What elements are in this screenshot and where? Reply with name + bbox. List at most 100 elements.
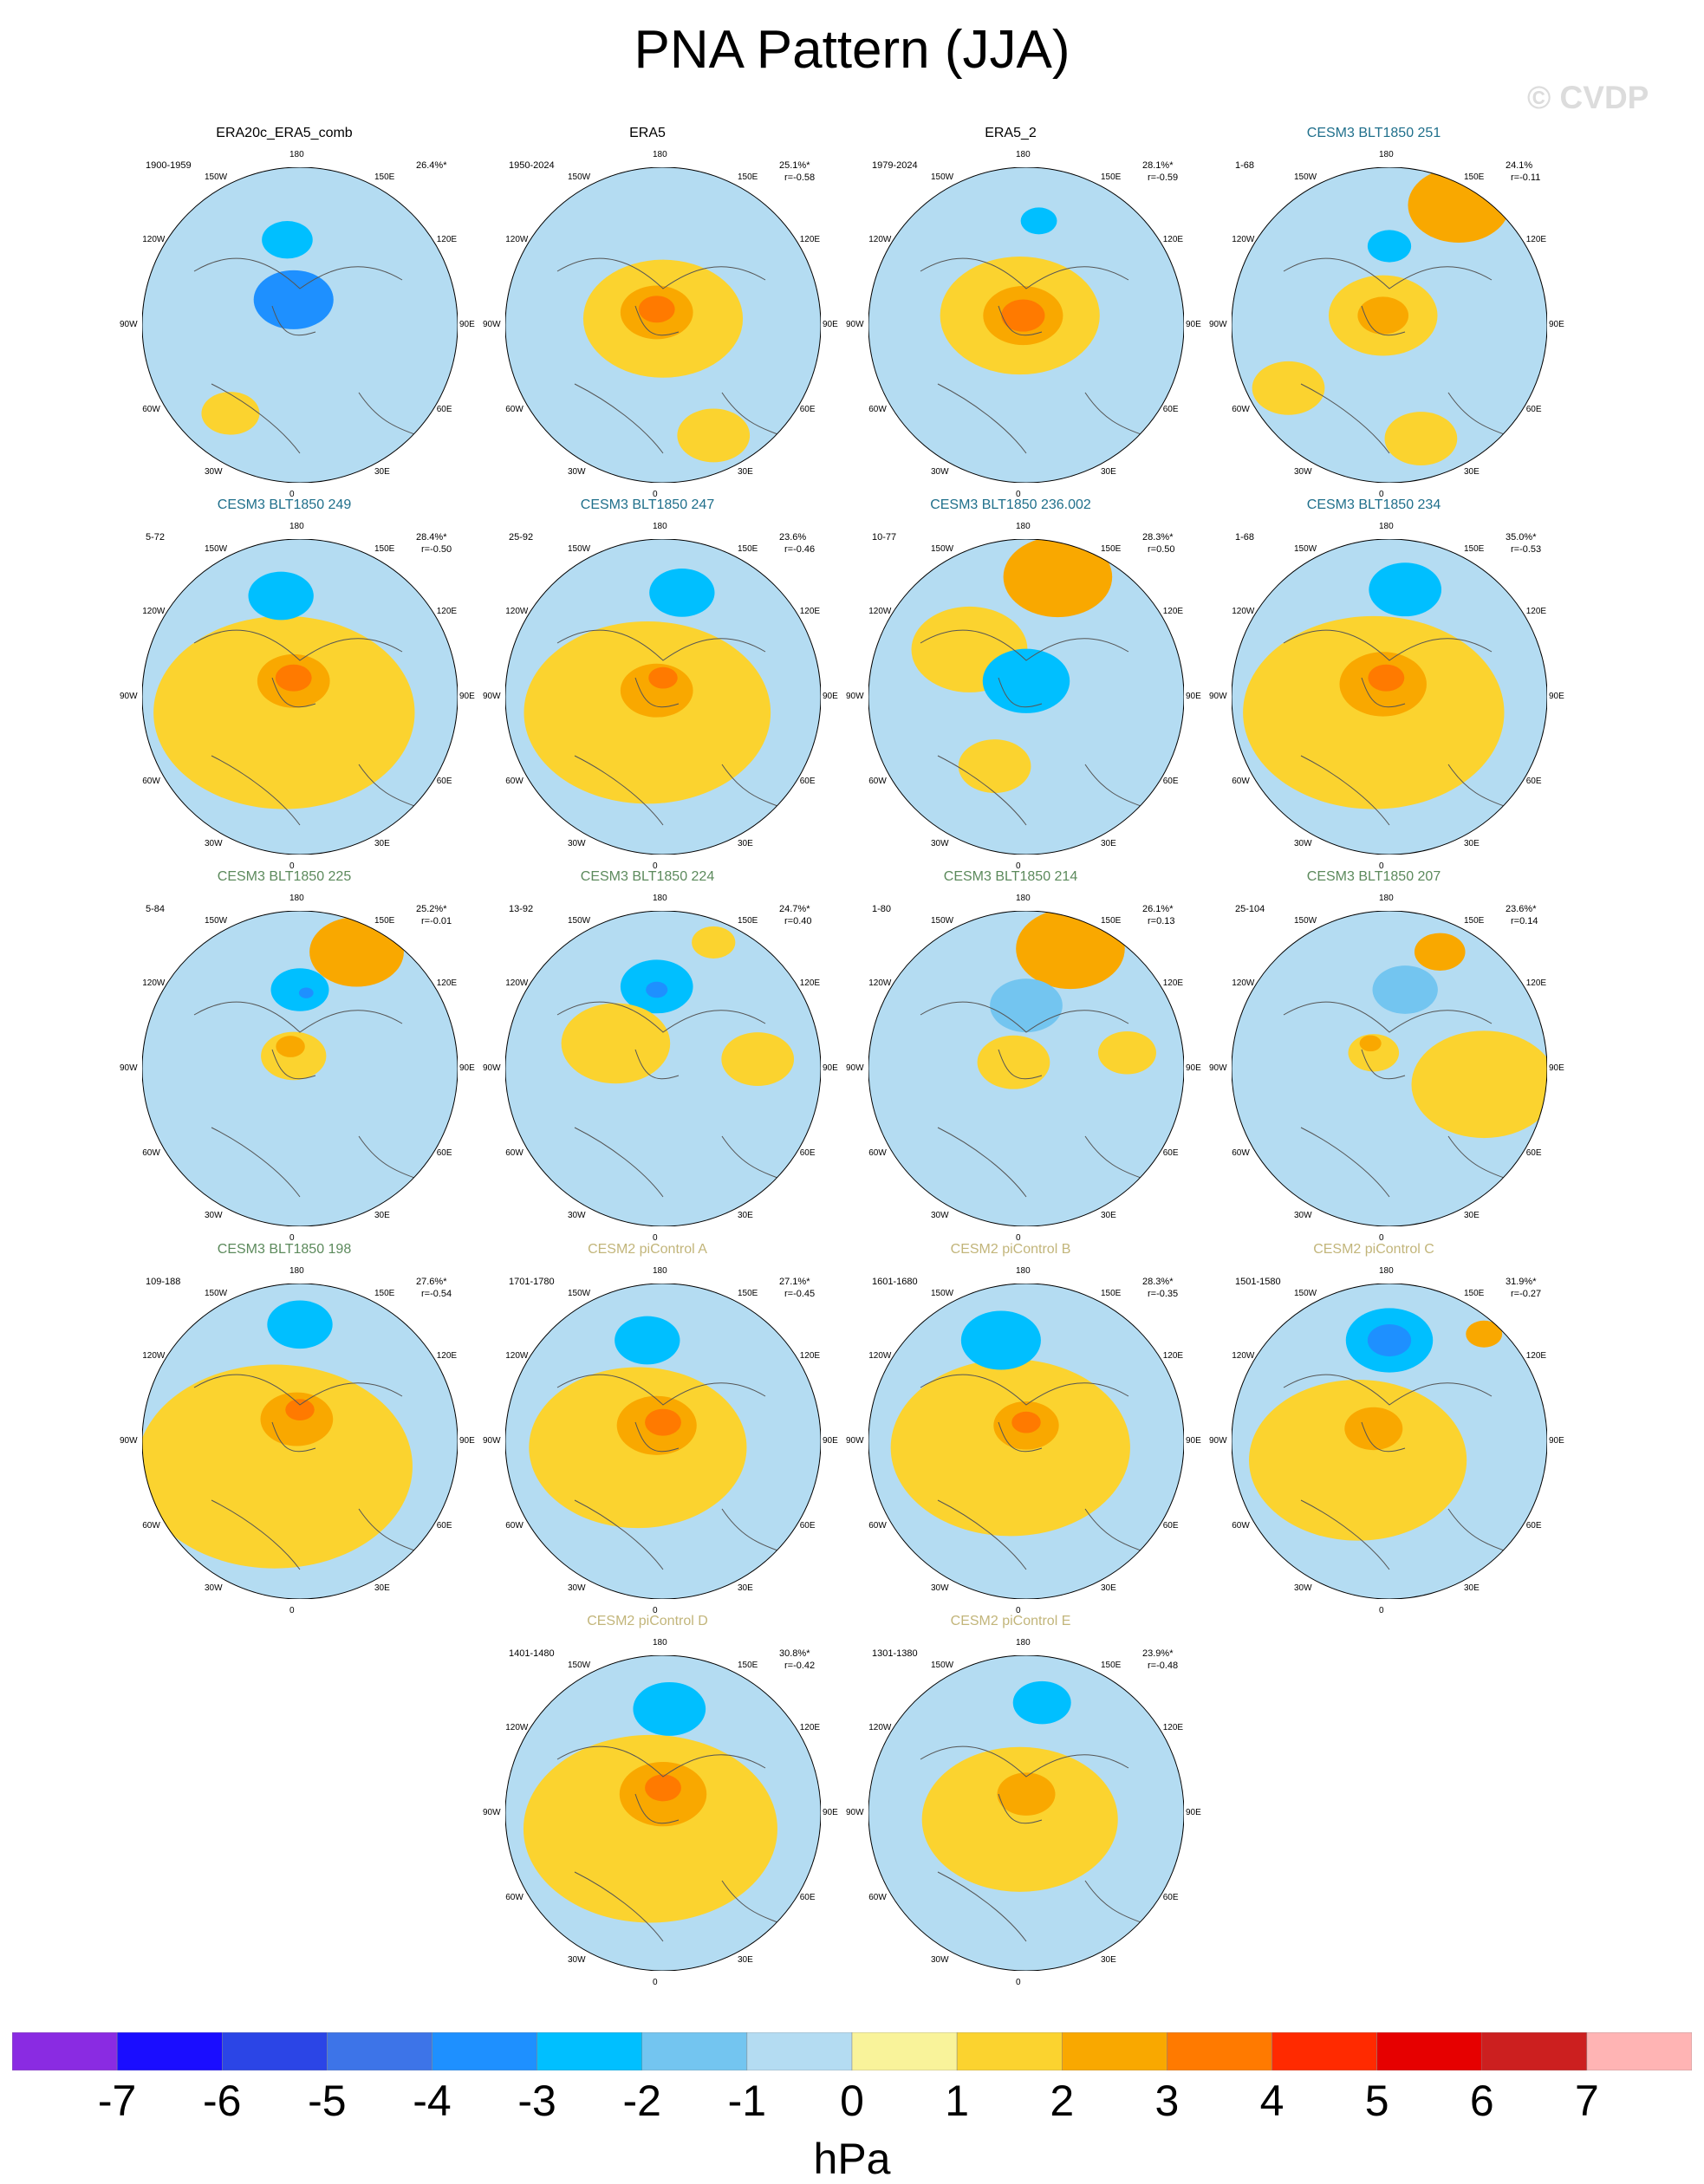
- anomaly-contour-fill: [276, 1036, 305, 1057]
- anomaly-contour-fill: [633, 1681, 706, 1736]
- longitude-label: 150W: [931, 172, 954, 183]
- colorbar-swatch: [1167, 2032, 1272, 2070]
- colorbar-swatch: [956, 2032, 1063, 2070]
- map-panel: CESM3 BLT1850 207 25-104 23.6%* r=0.14 180 15…: [1200, 869, 1564, 1243]
- map-panel: ERA5_2 1979-2024 28.1%* r=-0.59 180 150E 120E 9…: [837, 126, 1201, 499]
- longitude-label: 90E: [1549, 1063, 1564, 1073]
- coastline: [1283, 1001, 1510, 1198]
- panel-variance-pct: 23.6%: [779, 532, 807, 543]
- polar-map: [142, 1284, 458, 1599]
- coastline: [1283, 257, 1510, 454]
- longitude-label: 120W: [868, 1351, 892, 1361]
- longitude-label: 60E: [799, 405, 816, 414]
- anomaly-contour-fill: [1367, 1323, 1412, 1357]
- longitude-label: 90E: [823, 1808, 838, 1817]
- coastline: [1283, 1374, 1510, 1570]
- longitude-label: 60W: [505, 405, 524, 414]
- longitude-label: 60E: [1525, 405, 1542, 414]
- longitude-label: 30E: [1101, 1210, 1116, 1220]
- longitude-label: 30E: [374, 838, 390, 848]
- longitude-label: 90E: [1549, 320, 1564, 329]
- colorbar-tick-label: 3: [1154, 2077, 1180, 2125]
- longitude-label: 0: [1379, 861, 1384, 871]
- longitude-label: 0: [653, 490, 658, 499]
- longitude-label: 150W: [1294, 916, 1317, 926]
- coastline: [920, 1001, 1147, 1198]
- longitude-label: 120W: [142, 978, 166, 988]
- panel-period: 10-77: [872, 532, 897, 543]
- longitude-label: 60E: [436, 777, 452, 786]
- colorbar-swatch: [222, 2032, 328, 2070]
- panel-correlation: r=-0.35: [1148, 1289, 1179, 1299]
- colorbar-tick-label: 2: [1050, 2077, 1075, 2125]
- panel-variance-pct: 26.1%*: [1142, 904, 1174, 914]
- longitude-label: 60E: [436, 405, 452, 414]
- longitude-label: 120E: [1162, 1351, 1184, 1361]
- anomaly-contour-fill: [201, 392, 260, 435]
- longitude-label: 120E: [799, 235, 821, 244]
- longitude-label: 90W: [120, 320, 138, 329]
- panel-period: 25-104: [1235, 904, 1265, 914]
- longitude-label: 90W: [483, 1436, 501, 1446]
- longitude-label: 150E: [1464, 916, 1485, 926]
- longitude-label: 30E: [1464, 466, 1480, 477]
- longitude-label: 30E: [738, 466, 753, 477]
- colorbar-unit-label: hPa: [813, 2135, 891, 2183]
- longitude-label: 90E: [459, 1063, 475, 1073]
- longitude-label: 60W: [868, 405, 887, 414]
- panel-period: 1-68: [1235, 532, 1255, 543]
- panel-variance-pct: 28.3%*: [1142, 532, 1174, 543]
- longitude-label: 150W: [931, 544, 954, 555]
- anomaly-contour-fill: [990, 978, 1063, 1033]
- coastline: [920, 629, 1147, 826]
- panel-period: 1-80: [872, 904, 892, 914]
- longitude-label: 90E: [1186, 1808, 1201, 1817]
- longitude-label: 0: [1379, 490, 1384, 499]
- panel-variance-pct: 28.4%*: [416, 532, 447, 543]
- map-panel: CESM2 piControl C 1501-1580 31.9%* r=-0.27 1…: [1200, 1242, 1564, 1615]
- longitude-label: 90W: [120, 692, 138, 701]
- anomaly-contour-fill: [142, 1364, 413, 1569]
- longitude-label: 150W: [205, 916, 228, 926]
- polar-map: [505, 1655, 821, 1971]
- longitude-label: 90W: [120, 1436, 138, 1446]
- longitude-label: 60E: [799, 777, 816, 786]
- polar-map: [505, 911, 821, 1226]
- polar-map: [1232, 167, 1547, 483]
- longitude-label: 30W: [1294, 1210, 1312, 1220]
- anomaly-contour-fill: [638, 296, 675, 323]
- longitude-label: 120E: [1525, 978, 1547, 988]
- anomaly-contour-fill: [1344, 1407, 1403, 1451]
- longitude-label: 0: [1016, 490, 1021, 499]
- panel-correlation: r=-0.01: [421, 916, 452, 926]
- longitude-label: 150E: [738, 1289, 758, 1299]
- panel-variance-pct: 24.7%*: [779, 904, 810, 914]
- panel-variance-pct: 25.2%*: [416, 904, 447, 914]
- longitude-label: 0: [653, 1978, 658, 1987]
- longitude-label: 60E: [1162, 1521, 1179, 1531]
- anomaly-contour-fill: [1249, 1380, 1467, 1541]
- polar-map: [1232, 1284, 1547, 1599]
- longitude-label: 120E: [1162, 607, 1184, 616]
- anomaly-contour-fill: [267, 1300, 333, 1349]
- longitude-label: 30W: [931, 1210, 949, 1220]
- panel-correlation: r=-0.54: [421, 1289, 452, 1299]
- longitude-label: 60E: [1525, 777, 1542, 786]
- longitude-label: 90E: [1186, 692, 1201, 701]
- longitude-label: 150E: [1464, 544, 1485, 555]
- longitude-label: 150E: [374, 1289, 395, 1299]
- map-panel: CESM2 piControl E 1301-1380 23.9%* r=-0.48 1…: [837, 1614, 1201, 1987]
- longitude-label: 90E: [823, 1063, 838, 1073]
- longitude-label: 60W: [505, 1521, 524, 1531]
- longitude-label: 90E: [1186, 1063, 1201, 1073]
- panel-period: 1601-1680: [872, 1277, 918, 1287]
- longitude-label: 120E: [436, 607, 458, 616]
- longitude-label: 120W: [142, 607, 166, 616]
- longitude-label: 60W: [868, 1893, 887, 1902]
- longitude-label: 30W: [1294, 466, 1312, 477]
- anomaly-contour-fill: [890, 1359, 1130, 1537]
- longitude-label: 90W: [846, 1808, 864, 1817]
- map-panel: ERA20c_ERA5_comb 1900-1959 26.4%* 180 150E 12…: [111, 126, 475, 499]
- map-panel: ERA5 1950-2024 25.1%* r=-0.58 180 150E 120E 90E…: [474, 126, 838, 499]
- longitude-label: 0: [1016, 861, 1021, 871]
